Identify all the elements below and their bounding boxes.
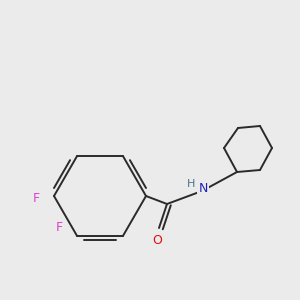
Text: H: H [187,179,195,189]
Text: O: O [152,233,162,247]
Text: N: N [198,182,208,194]
Text: F: F [56,221,63,234]
Text: F: F [32,193,40,206]
